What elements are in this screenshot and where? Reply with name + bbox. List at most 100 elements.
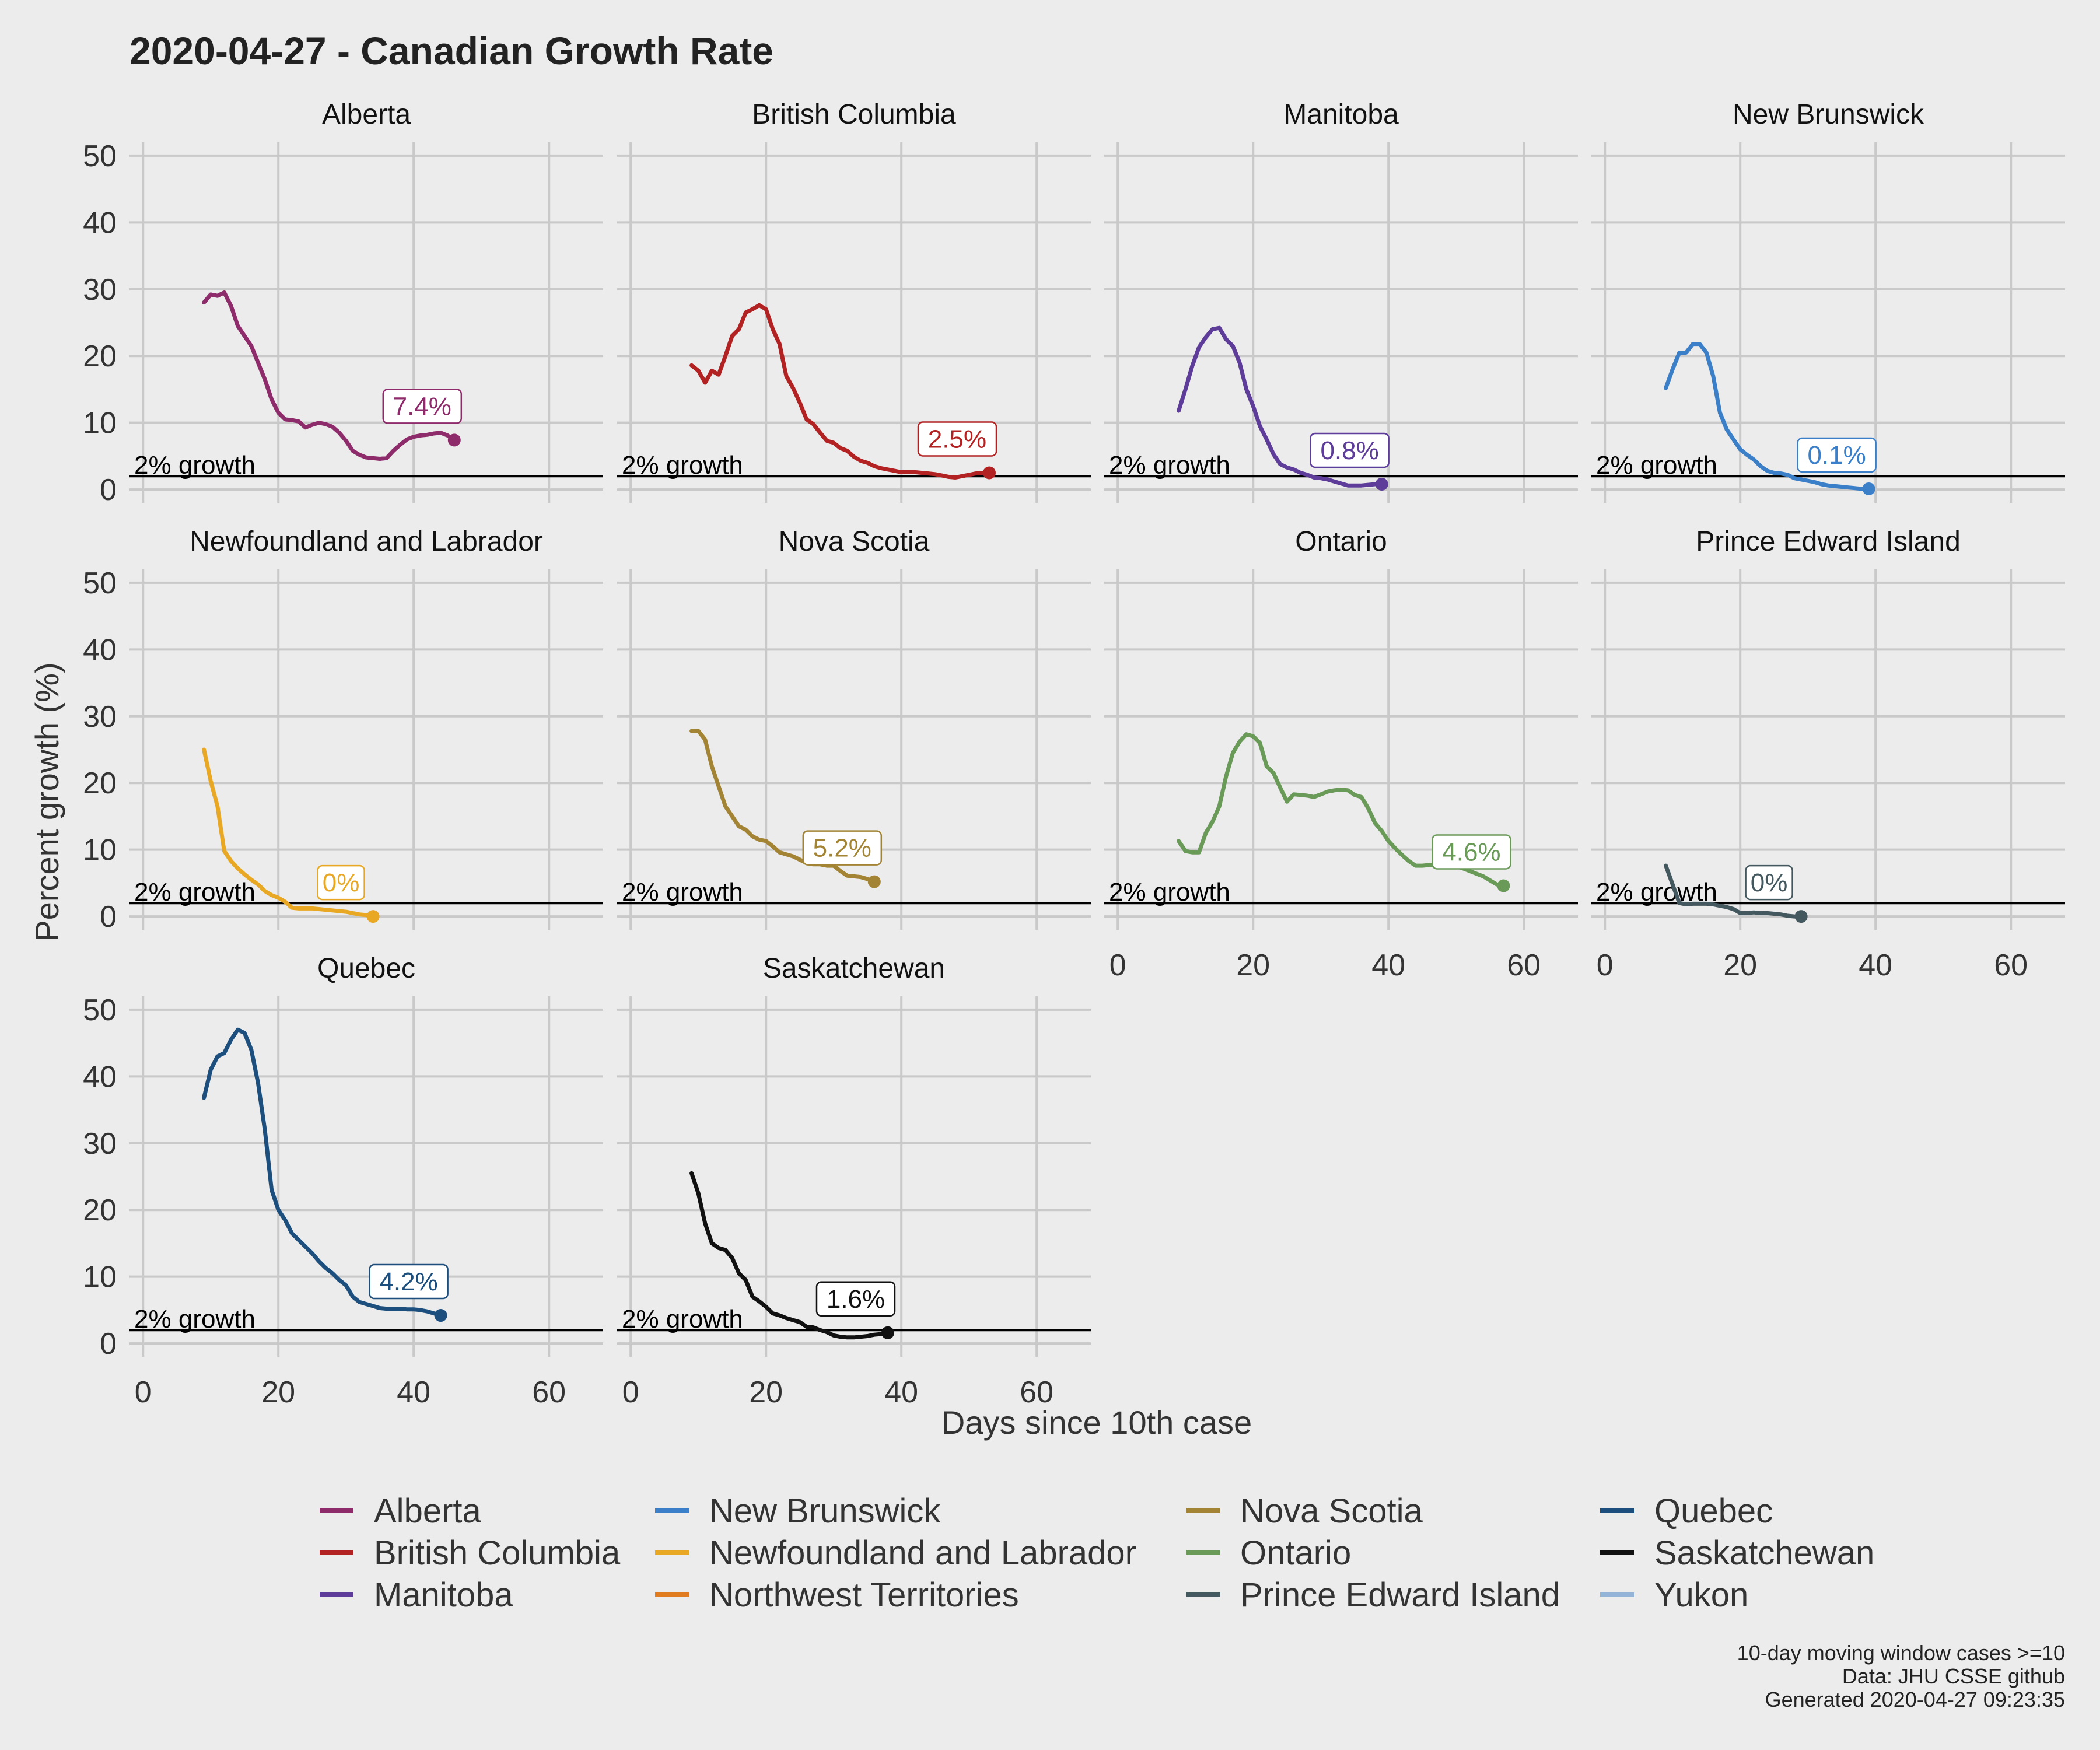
end-point bbox=[1375, 477, 1388, 491]
end-point bbox=[447, 433, 461, 447]
reference-label: 2% growth bbox=[134, 878, 256, 907]
panel-ontario: Ontario 0 20 40 60 2% growth 4.6% bbox=[1104, 526, 1578, 982]
panel-british-columbia: British Columbia 2% growth 2.5% bbox=[617, 99, 1091, 503]
reference-label: 2% growth bbox=[134, 451, 256, 480]
value-label: 4.6% bbox=[1442, 838, 1500, 866]
y-tick-label: 20 bbox=[83, 766, 117, 800]
x-tick-label: 0 bbox=[1110, 949, 1126, 982]
reference-label: 2% growth bbox=[1596, 451, 1717, 480]
x-tick-label: 20 bbox=[749, 1376, 783, 1409]
value-label: 2.5% bbox=[928, 425, 986, 454]
panel-new-brunswick: New Brunswick 2% growth 0.1% bbox=[1591, 99, 2065, 503]
value-label: 4.2% bbox=[379, 1268, 438, 1296]
y-tick-label: 0 bbox=[100, 900, 117, 934]
x-tick-label: 40 bbox=[1371, 949, 1405, 982]
y-axis-label: Percent growth (%) bbox=[29, 662, 65, 942]
y-tick-label: 0 bbox=[100, 1327, 117, 1361]
legend-label: Northwest Territories bbox=[709, 1576, 1019, 1614]
series-line-nova-scotia bbox=[690, 729, 877, 884]
y-tick-label: 20 bbox=[83, 340, 117, 373]
panel-title: Newfoundland and Labrador bbox=[190, 526, 543, 557]
value-label: 0.1% bbox=[1807, 441, 1866, 470]
end-point bbox=[1862, 482, 1875, 495]
value-label: 0% bbox=[1751, 869, 1788, 897]
legend-item-new-brunswick: New Brunswick bbox=[655, 1492, 941, 1530]
series-line-quebec bbox=[202, 1027, 443, 1318]
value-label-box bbox=[1745, 864, 1793, 901]
y-tick-label: 50 bbox=[83, 139, 117, 173]
series-line-new-brunswick bbox=[1664, 342, 1871, 491]
value-label-box bbox=[369, 1264, 449, 1300]
reference-label: 2% growth bbox=[622, 1305, 743, 1334]
reference-label: 2% growth bbox=[622, 878, 743, 907]
legend-item-prince-edward-island: Prince Edward Island bbox=[1186, 1576, 1560, 1614]
y-tick-label: 30 bbox=[83, 700, 117, 734]
legend-label: Newfoundland and Labrador bbox=[709, 1534, 1136, 1572]
x-tick-label: 20 bbox=[1723, 949, 1757, 982]
value-label-box bbox=[317, 864, 365, 901]
y-tick-label: 10 bbox=[83, 834, 117, 867]
legend-label: Saskatchewan bbox=[1654, 1534, 1874, 1572]
value-label: 5.2% bbox=[813, 834, 872, 863]
legend-item-alberta: Alberta bbox=[320, 1492, 482, 1530]
legend-label: British Columbia bbox=[374, 1534, 621, 1572]
end-point bbox=[1497, 879, 1510, 892]
legend-label: Manitoba bbox=[374, 1576, 513, 1614]
value-label-box bbox=[382, 388, 463, 424]
value-label-box bbox=[917, 421, 998, 457]
legend-item-newfoundland-and-labrador: Newfoundland and Labrador bbox=[655, 1534, 1136, 1572]
series-line-alberta bbox=[202, 290, 457, 461]
legend-label: Prince Edward Island bbox=[1240, 1576, 1560, 1614]
series-line-saskatchewan bbox=[690, 1171, 890, 1340]
reference-label: 2% growth bbox=[622, 451, 743, 480]
value-label: 7.4% bbox=[393, 392, 452, 421]
y-tick-label: 40 bbox=[83, 206, 117, 240]
y-tick-label: 10 bbox=[83, 407, 117, 440]
value-label-box bbox=[816, 1281, 896, 1317]
y-tick-label: 0 bbox=[100, 473, 117, 507]
y-tick-label: 30 bbox=[83, 1127, 117, 1161]
legend-label: Yukon bbox=[1654, 1576, 1748, 1614]
y-tick-label: 40 bbox=[83, 633, 117, 667]
x-tick-label: 40 bbox=[1859, 949, 1892, 982]
end-point bbox=[366, 910, 380, 923]
reference-label: 2% growth bbox=[1109, 451, 1230, 480]
y-tick-label: 40 bbox=[83, 1060, 117, 1094]
panel-alberta: Alberta 0 10 20 30 40 50 2% growth 7.4% bbox=[83, 99, 603, 507]
x-tick-label: 40 bbox=[884, 1376, 918, 1409]
legend-label: Alberta bbox=[374, 1492, 482, 1530]
legend-item-saskatchewan: Saskatchewan bbox=[1600, 1534, 1874, 1572]
legend-item-northwest-territories: Northwest Territories bbox=[655, 1576, 1019, 1614]
panel-saskatchewan: Saskatchewan 0 20 40 60 2% growth 1.6% bbox=[617, 953, 1091, 1409]
x-tick-label: 0 bbox=[135, 1376, 152, 1409]
reference-label: 2% growth bbox=[134, 1305, 256, 1334]
panel-nova-scotia: Nova Scotia 2% growth 5.2% bbox=[617, 526, 1091, 930]
value-label-box bbox=[802, 830, 883, 866]
caption-line: 10-day moving window cases >=10 bbox=[1737, 1641, 2065, 1665]
y-tick-label: 10 bbox=[83, 1261, 117, 1294]
end-point bbox=[983, 466, 996, 480]
legend-item-quebec: Quebec bbox=[1600, 1492, 1773, 1530]
series-line-british-columbia bbox=[690, 303, 992, 480]
value-label-box bbox=[1310, 432, 1390, 468]
panel-newfoundland-and-labrador: Newfoundland and Labrador 0 10 20 30 40 50 2% g… bbox=[83, 526, 603, 934]
legend-label: New Brunswick bbox=[709, 1492, 941, 1530]
value-label-box bbox=[1797, 437, 1877, 473]
x-tick-label: 60 bbox=[1507, 949, 1541, 982]
series-line-prince-edward-island bbox=[1664, 863, 1804, 919]
legend-label: Ontario bbox=[1240, 1534, 1351, 1572]
end-point bbox=[434, 1309, 447, 1322]
legend-item-manitoba: Manitoba bbox=[320, 1576, 513, 1614]
legend-item-british-columbia: British Columbia bbox=[320, 1534, 621, 1572]
y-tick-label: 20 bbox=[83, 1194, 117, 1227]
panel-title: Saskatchewan bbox=[763, 953, 945, 984]
x-tick-label: 60 bbox=[1020, 1376, 1054, 1409]
facet-panels: Alberta 0 10 20 30 40 50 2% growth 7.4% British C… bbox=[83, 99, 2065, 1409]
legend-label: Nova Scotia bbox=[1240, 1492, 1423, 1530]
y-tick-label: 50 bbox=[83, 993, 117, 1027]
panel-title: British Columbia bbox=[752, 99, 956, 130]
x-tick-label: 0 bbox=[622, 1376, 639, 1409]
